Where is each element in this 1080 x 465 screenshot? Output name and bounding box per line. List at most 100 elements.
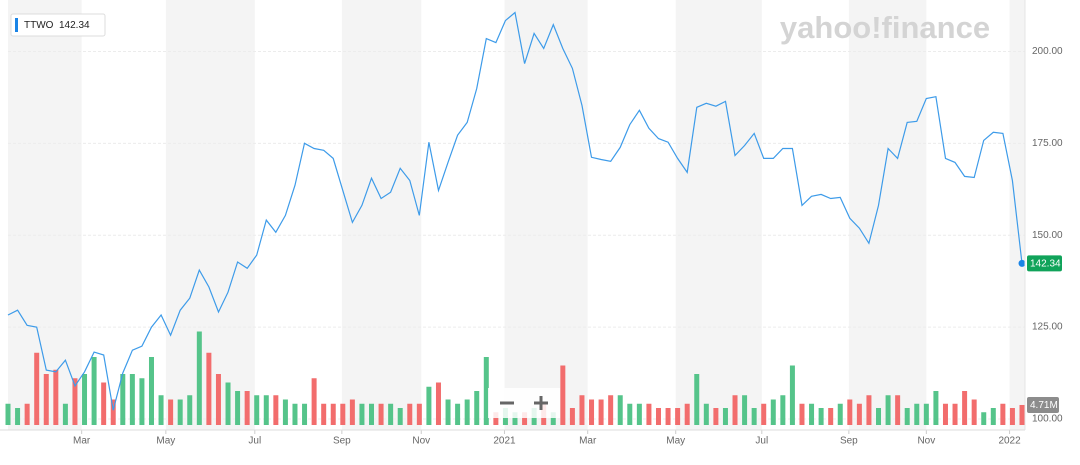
volume-bar (895, 395, 901, 425)
volume-bar (809, 403, 815, 425)
volume-bar (177, 399, 183, 425)
volume-bar (732, 395, 738, 425)
volume-bar (713, 408, 719, 425)
watermark: yahoo!finance (780, 10, 990, 45)
y-tick-label: 125.00 (1032, 322, 1063, 333)
volume-bar (474, 391, 480, 425)
volume-bar (942, 403, 948, 425)
price-line (7, 11, 1023, 411)
volume-bar (971, 399, 977, 425)
volume-bar (598, 399, 604, 425)
volume-bar (129, 374, 135, 425)
volume-bar (273, 395, 279, 425)
volume-bar (981, 412, 987, 425)
volume-bar (684, 403, 690, 425)
volume-bar (196, 331, 202, 425)
volume-bar (407, 403, 413, 425)
volume-bar (493, 412, 499, 425)
band (504, 0, 588, 430)
volume-bar (990, 408, 996, 425)
volume-bar (435, 382, 441, 425)
volume-bar (952, 403, 958, 425)
volume-bar (340, 403, 346, 425)
volume-bar (139, 378, 145, 425)
volume-bar (885, 395, 891, 425)
x-tick-label: Jul (755, 436, 768, 447)
volume-bar (646, 403, 652, 425)
volume-bar (43, 374, 49, 425)
band (341, 0, 422, 430)
volume-bar (579, 395, 585, 425)
volume-bar (24, 403, 30, 425)
volume-bar (378, 403, 384, 425)
band (1009, 0, 1025, 430)
x-tick-label: Sep (333, 436, 351, 447)
volume-bar (962, 391, 968, 425)
zoom-control (488, 388, 560, 418)
zoom-in[interactable] (528, 392, 554, 414)
volume-bar (225, 382, 231, 425)
band (8, 0, 82, 430)
volume-bar (722, 408, 728, 425)
volume-bar (263, 395, 269, 425)
volume-bar (62, 403, 68, 425)
volume-bar (455, 403, 461, 425)
volume-bar (914, 403, 920, 425)
volume-bar (675, 408, 681, 425)
volume-bar (53, 369, 59, 425)
volume-bar (627, 403, 633, 425)
volume-bar (206, 352, 212, 425)
legend-swatch (15, 18, 18, 32)
volume-bar (464, 399, 470, 425)
volume-bar (15, 408, 21, 425)
volume-bar (148, 357, 154, 425)
volume-bar (101, 382, 107, 425)
band (675, 0, 762, 430)
volume-bar (780, 395, 786, 425)
background-bands (8, 0, 1025, 430)
volume-bar (761, 403, 767, 425)
volume-bar (72, 378, 78, 425)
volume-bar (876, 408, 882, 425)
volume-bar (770, 399, 776, 425)
volume-bar (550, 412, 556, 425)
legend: TTWO 142.34 (10, 13, 106, 37)
legend-symbol: TTWO (24, 20, 54, 31)
legend-value: 142.34 (59, 20, 90, 31)
volume-bar (694, 374, 700, 425)
volume-bar (369, 403, 375, 425)
volume-bar (1019, 404, 1025, 425)
volume-bar (5, 403, 11, 425)
volume-bar (321, 403, 327, 425)
y-tick-label: 175.00 (1032, 138, 1063, 149)
volume-bar (292, 403, 298, 425)
zoom-out[interactable] (494, 392, 520, 414)
volume-bar (416, 403, 422, 425)
volume-bar (703, 403, 709, 425)
volume-bar (560, 365, 566, 425)
volume-bar (608, 395, 614, 425)
volume-bar (665, 408, 671, 425)
volume-bar (91, 357, 97, 425)
price-tag (1027, 255, 1062, 272)
volume-bar (330, 403, 336, 425)
grid (8, 50, 1025, 420)
y-tick-label: 150.00 (1032, 230, 1063, 241)
volume-bar (828, 408, 834, 425)
volume-bar (789, 365, 795, 425)
volume-bar (426, 386, 432, 425)
volume-bar (110, 399, 116, 425)
x-tick-label: Mar (73, 436, 91, 447)
volume-bar (799, 403, 805, 425)
volume-bar (349, 399, 355, 425)
volume-bar (120, 374, 126, 425)
volume-bar (302, 403, 308, 425)
x-tick-label: 2021 (493, 436, 516, 447)
axes: 200.00 175.00 150.00 125.00 100.00 Mar May Jul S… (0, 0, 1063, 447)
volume-bar (837, 403, 843, 425)
x-tick-label: Mar (579, 436, 597, 447)
volume-bar (168, 399, 174, 425)
volume-bar (445, 399, 451, 425)
